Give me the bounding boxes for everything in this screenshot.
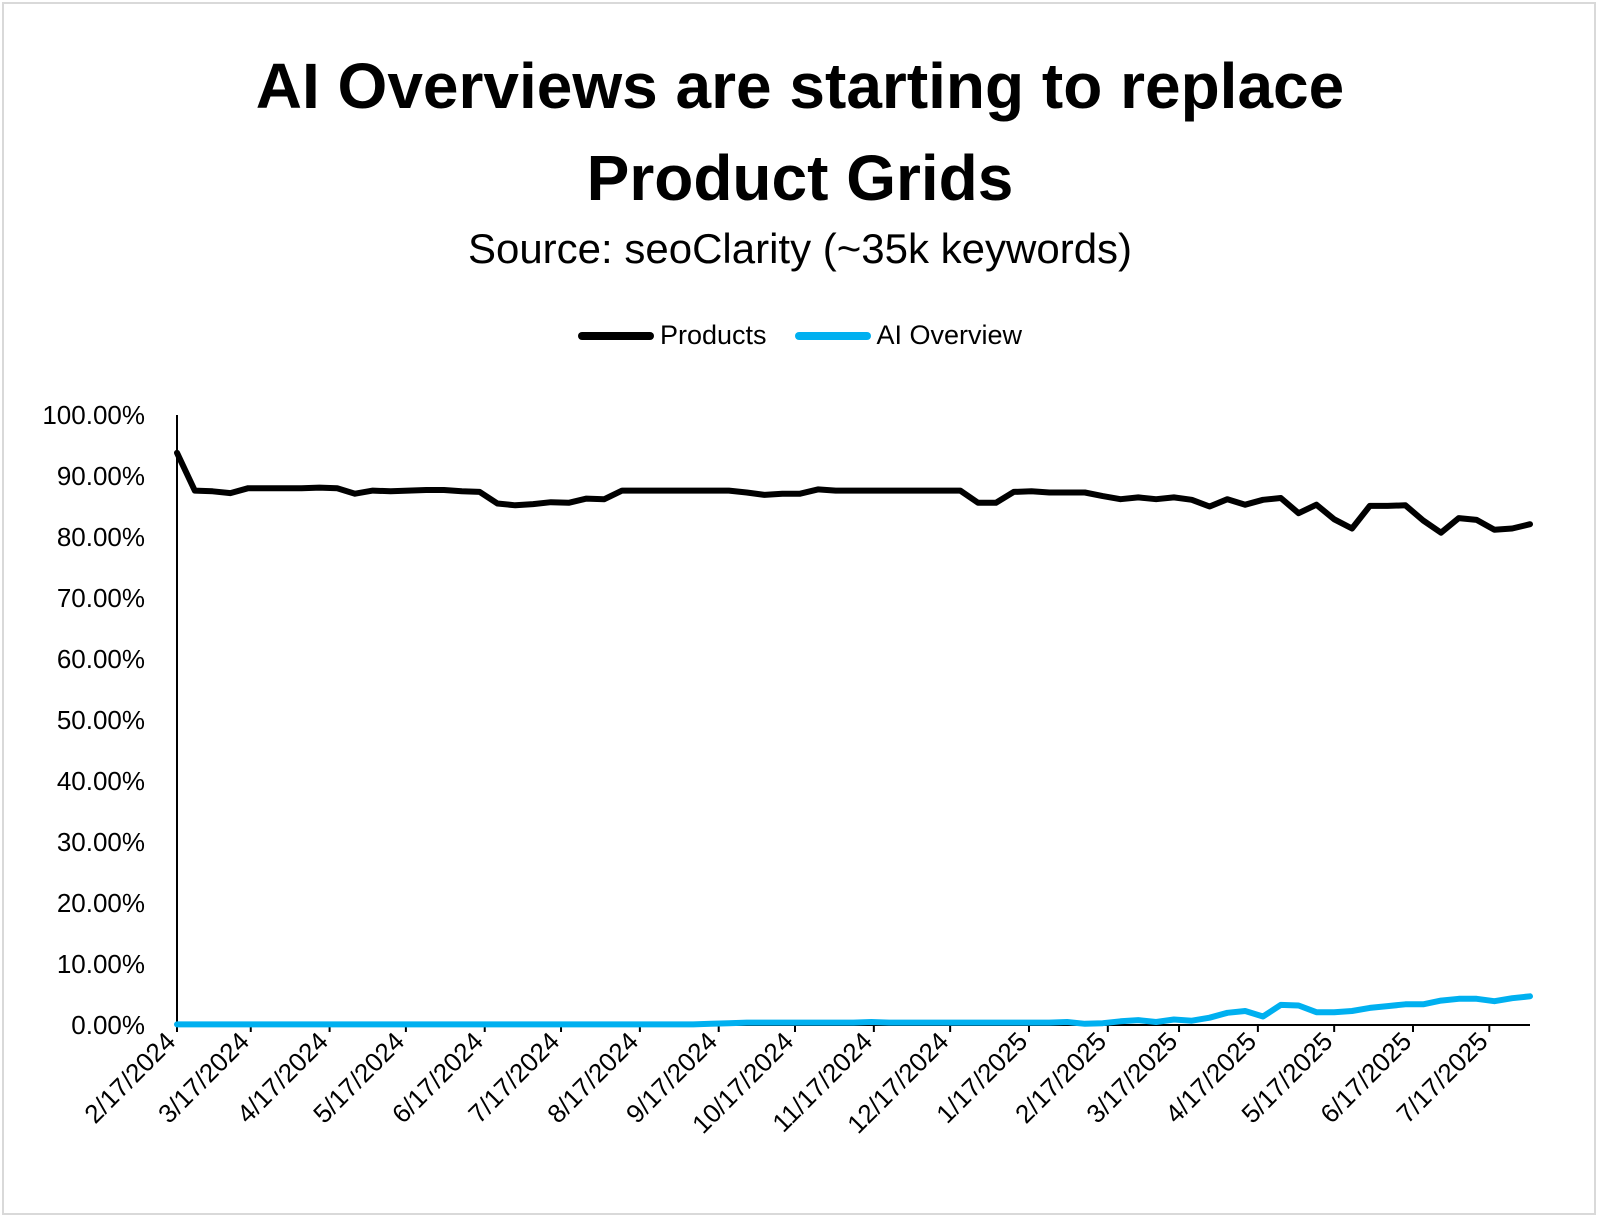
y-tick-label: 90.00% [57, 461, 145, 491]
y-tick-label: 10.00% [57, 949, 145, 979]
legend-swatch-products [577, 331, 654, 340]
chart-title-line-1: AI Overviews are starting to replace [255, 50, 1345, 122]
y-tick-label: 50.00% [57, 705, 145, 735]
chart-title: AI Overviews are starting to replace Pro… [0, 40, 1600, 224]
legend-swatch-ai-overview [794, 331, 871, 340]
y-tick-label: 100.00% [42, 400, 145, 430]
legend-label-ai-overview: AI Overview [876, 320, 1023, 350]
series-line-ai-overview [174, 993, 1533, 1028]
legend-item-ai-overview: AI Overview [794, 320, 1023, 351]
y-tick-label: 80.00% [57, 522, 145, 552]
legend-label-products: Products [659, 320, 767, 350]
y-tick-label: 70.00% [57, 583, 145, 613]
chart-title-line-2: Product Grids [586, 142, 1014, 214]
series-line-products [174, 449, 1533, 536]
chart-subtitle: Source: seoClarity (~35k keywords) [467, 225, 1133, 272]
y-tick-label: 30.00% [57, 827, 145, 857]
y-tick-label: 40.00% [57, 766, 145, 796]
y-tick-label: 60.00% [57, 644, 145, 674]
chart-legend: Products AI Overview [0, 320, 1600, 351]
y-tick-label: 0.00% [71, 1010, 145, 1040]
y-tick-label: 20.00% [57, 888, 145, 918]
legend-item-products: Products [577, 320, 767, 351]
